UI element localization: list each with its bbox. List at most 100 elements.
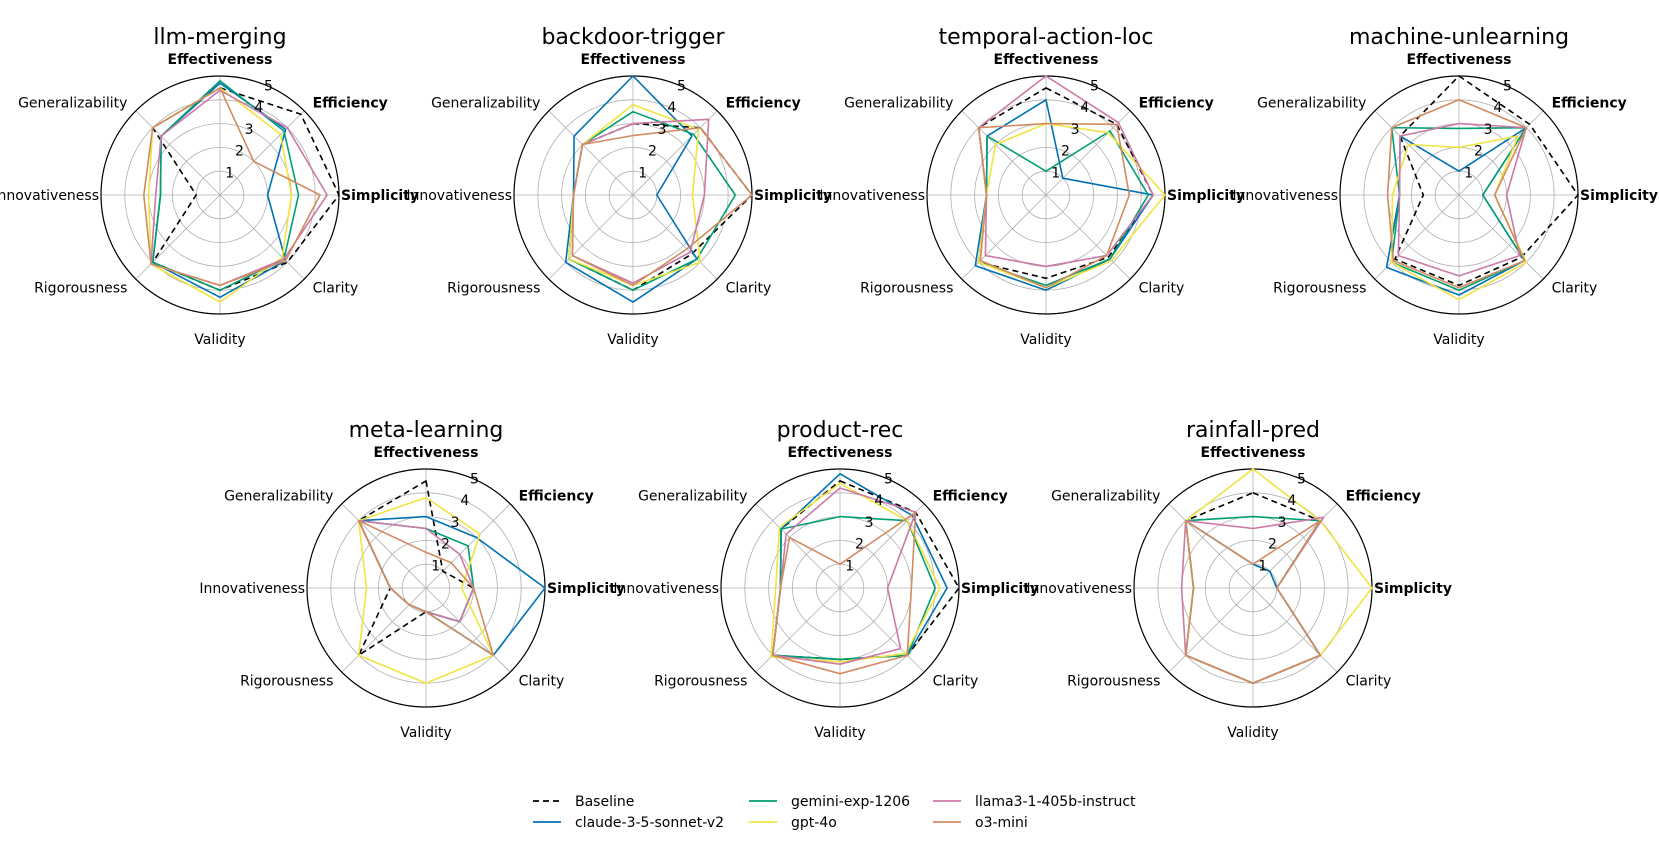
radial-tick-label: 4	[667, 100, 676, 116]
radial-tick-label: 5	[1297, 471, 1306, 487]
axis-label-clarity: Clarity	[1552, 281, 1598, 297]
axis-label-efficiency: Efficiency	[933, 488, 1008, 504]
axis-label-simplicity: Simplicity	[754, 188, 832, 204]
grid-spoke-rigorousness	[961, 194, 1047, 280]
grid-spoke-efficiency	[1458, 110, 1544, 196]
axis-label-effectiveness: Effectiveness	[581, 52, 686, 68]
radial-tick-label: 4	[254, 100, 263, 116]
axis-label-effectiveness: Effectiveness	[1201, 445, 1306, 461]
radial-tick-label: 5	[264, 78, 273, 94]
grid-spoke-clarity	[1252, 587, 1338, 673]
axis-label-efficiency: Efficiency	[1552, 95, 1627, 111]
axis-label-clarity: Clarity	[1346, 674, 1392, 690]
axis-label-generalizability: Generalizability	[844, 95, 953, 111]
series-gemini-exp-1206	[357, 519, 475, 623]
axis-label-innovativeness: Innovativeness	[1232, 188, 1338, 204]
grid-spoke-generalizability	[1168, 503, 1254, 589]
legend-label: claude-3-5-sonnet-v2	[575, 815, 724, 831]
grid-spoke-efficiency	[632, 110, 718, 196]
radial-tick-label: 3	[658, 122, 667, 138]
axis-label-clarity: Clarity	[933, 674, 979, 690]
radial-tick-label: 1	[1051, 165, 1060, 181]
legend-item-llama3-1-405b-instruct: llama3-1-405b-instruct	[933, 794, 1136, 810]
radial-tick-label: 2	[1061, 144, 1070, 160]
radial-tick-label: 2	[855, 537, 864, 553]
legend: Baseline claude-3-5-sonnet-v2 gemini-exp-1…	[533, 794, 1136, 831]
axis-label-simplicity: Simplicity	[1374, 581, 1452, 597]
axis-label-efficiency: Efficiency	[313, 95, 388, 111]
legend-item-gpt-4o: gpt-4o	[749, 815, 837, 831]
radial-tick-label: 1	[431, 558, 440, 574]
series-o3-mini	[771, 511, 917, 675]
grid-spoke-clarity	[1045, 194, 1131, 280]
radial-tick-label: 4	[1493, 100, 1502, 116]
chart-title: rainfall-pred	[1186, 418, 1320, 443]
grid-spoke-rigorousness	[1168, 587, 1254, 673]
radial-tick-label: 1	[1258, 558, 1267, 574]
grid-spoke-rigorousness	[135, 194, 221, 280]
radial-tick-label: 1	[225, 165, 234, 181]
grid-spoke-generalizability	[341, 503, 427, 589]
chart-title: backdoor-trigger	[541, 25, 725, 50]
axis-label-innovativeness: Innovativeness	[819, 188, 925, 204]
series-gpt-4o	[147, 87, 293, 303]
axis-label-efficiency: Efficiency	[1139, 95, 1214, 111]
axis-label-simplicity: Simplicity	[547, 581, 625, 597]
axis-label-validity: Validity	[194, 332, 245, 348]
radial-tick-label: 1	[1464, 165, 1473, 181]
radial-tick-label: 5	[1503, 78, 1512, 94]
grid-spoke-generalizability	[755, 503, 841, 589]
axis-label-innovativeness: Innovativeness	[1026, 581, 1132, 597]
radial-tick-label: 3	[1484, 122, 1493, 138]
axis-label-effectiveness: Effectiveness	[374, 445, 479, 461]
chart-title: temporal-action-loc	[939, 25, 1154, 50]
axis-label-validity: Validity	[1227, 725, 1278, 741]
series-llama3-1-405b-instruct	[771, 487, 917, 666]
legend-item-claude-3-5-sonnet-v2: claude-3-5-sonnet-v2	[533, 815, 724, 831]
series-gemini-exp-1206	[771, 515, 937, 661]
series-o3-mini	[143, 87, 321, 287]
grid-spoke-clarity	[425, 587, 511, 673]
axis-label-simplicity: Simplicity	[1580, 188, 1658, 204]
radial-tick-label: 2	[648, 144, 657, 160]
radial-tick-label: 1	[638, 165, 647, 181]
chart-title: product-rec	[777, 418, 904, 443]
grid-spoke-efficiency	[839, 503, 925, 589]
axis-label-validity: Validity	[607, 332, 658, 348]
axis-label-rigorousness: Rigorousness	[860, 281, 953, 297]
grid-spoke-clarity	[1458, 194, 1544, 280]
axis-label-generalizability: Generalizability	[224, 488, 333, 504]
chart-title: machine-unlearning	[1349, 25, 1569, 50]
axis-label-innovativeness: Innovativeness	[613, 581, 719, 597]
radial-tick-label: 4	[1080, 100, 1089, 116]
legend-item-gemini-exp-1206: gemini-exp-1206	[749, 794, 910, 810]
grid-spoke-efficiency	[1252, 503, 1338, 589]
axis-label-clarity: Clarity	[313, 281, 359, 297]
grid-spoke-clarity	[839, 587, 925, 673]
axis-label-validity: Validity	[814, 725, 865, 741]
series-gemini-exp-1206	[977, 130, 1150, 287]
axis-label-clarity: Clarity	[726, 281, 772, 297]
chart-title: meta-learning	[349, 418, 504, 443]
series-claude-3-5-sonnet-v2	[564, 75, 698, 303]
axis-label-validity: Validity	[1020, 332, 1071, 348]
axis-label-efficiency: Efficiency	[726, 95, 801, 111]
axis-label-simplicity: Simplicity	[1167, 188, 1245, 204]
series-gpt-4o	[1390, 135, 1528, 301]
axis-label-innovativeness: Innovativeness	[199, 581, 305, 597]
grid-spoke-rigorousness	[341, 587, 427, 673]
grid-spoke-clarity	[219, 194, 305, 280]
axis-label-validity: Validity	[1433, 332, 1484, 348]
series-o3-mini	[1184, 519, 1322, 685]
radial-tick-label: 2	[1474, 144, 1483, 160]
grid-spoke-rigorousness	[1374, 194, 1460, 280]
axis-label-simplicity: Simplicity	[341, 188, 419, 204]
radial-tick-label: 5	[470, 471, 479, 487]
series-o3-mini	[357, 519, 495, 657]
series-o3-mini	[977, 122, 1131, 289]
